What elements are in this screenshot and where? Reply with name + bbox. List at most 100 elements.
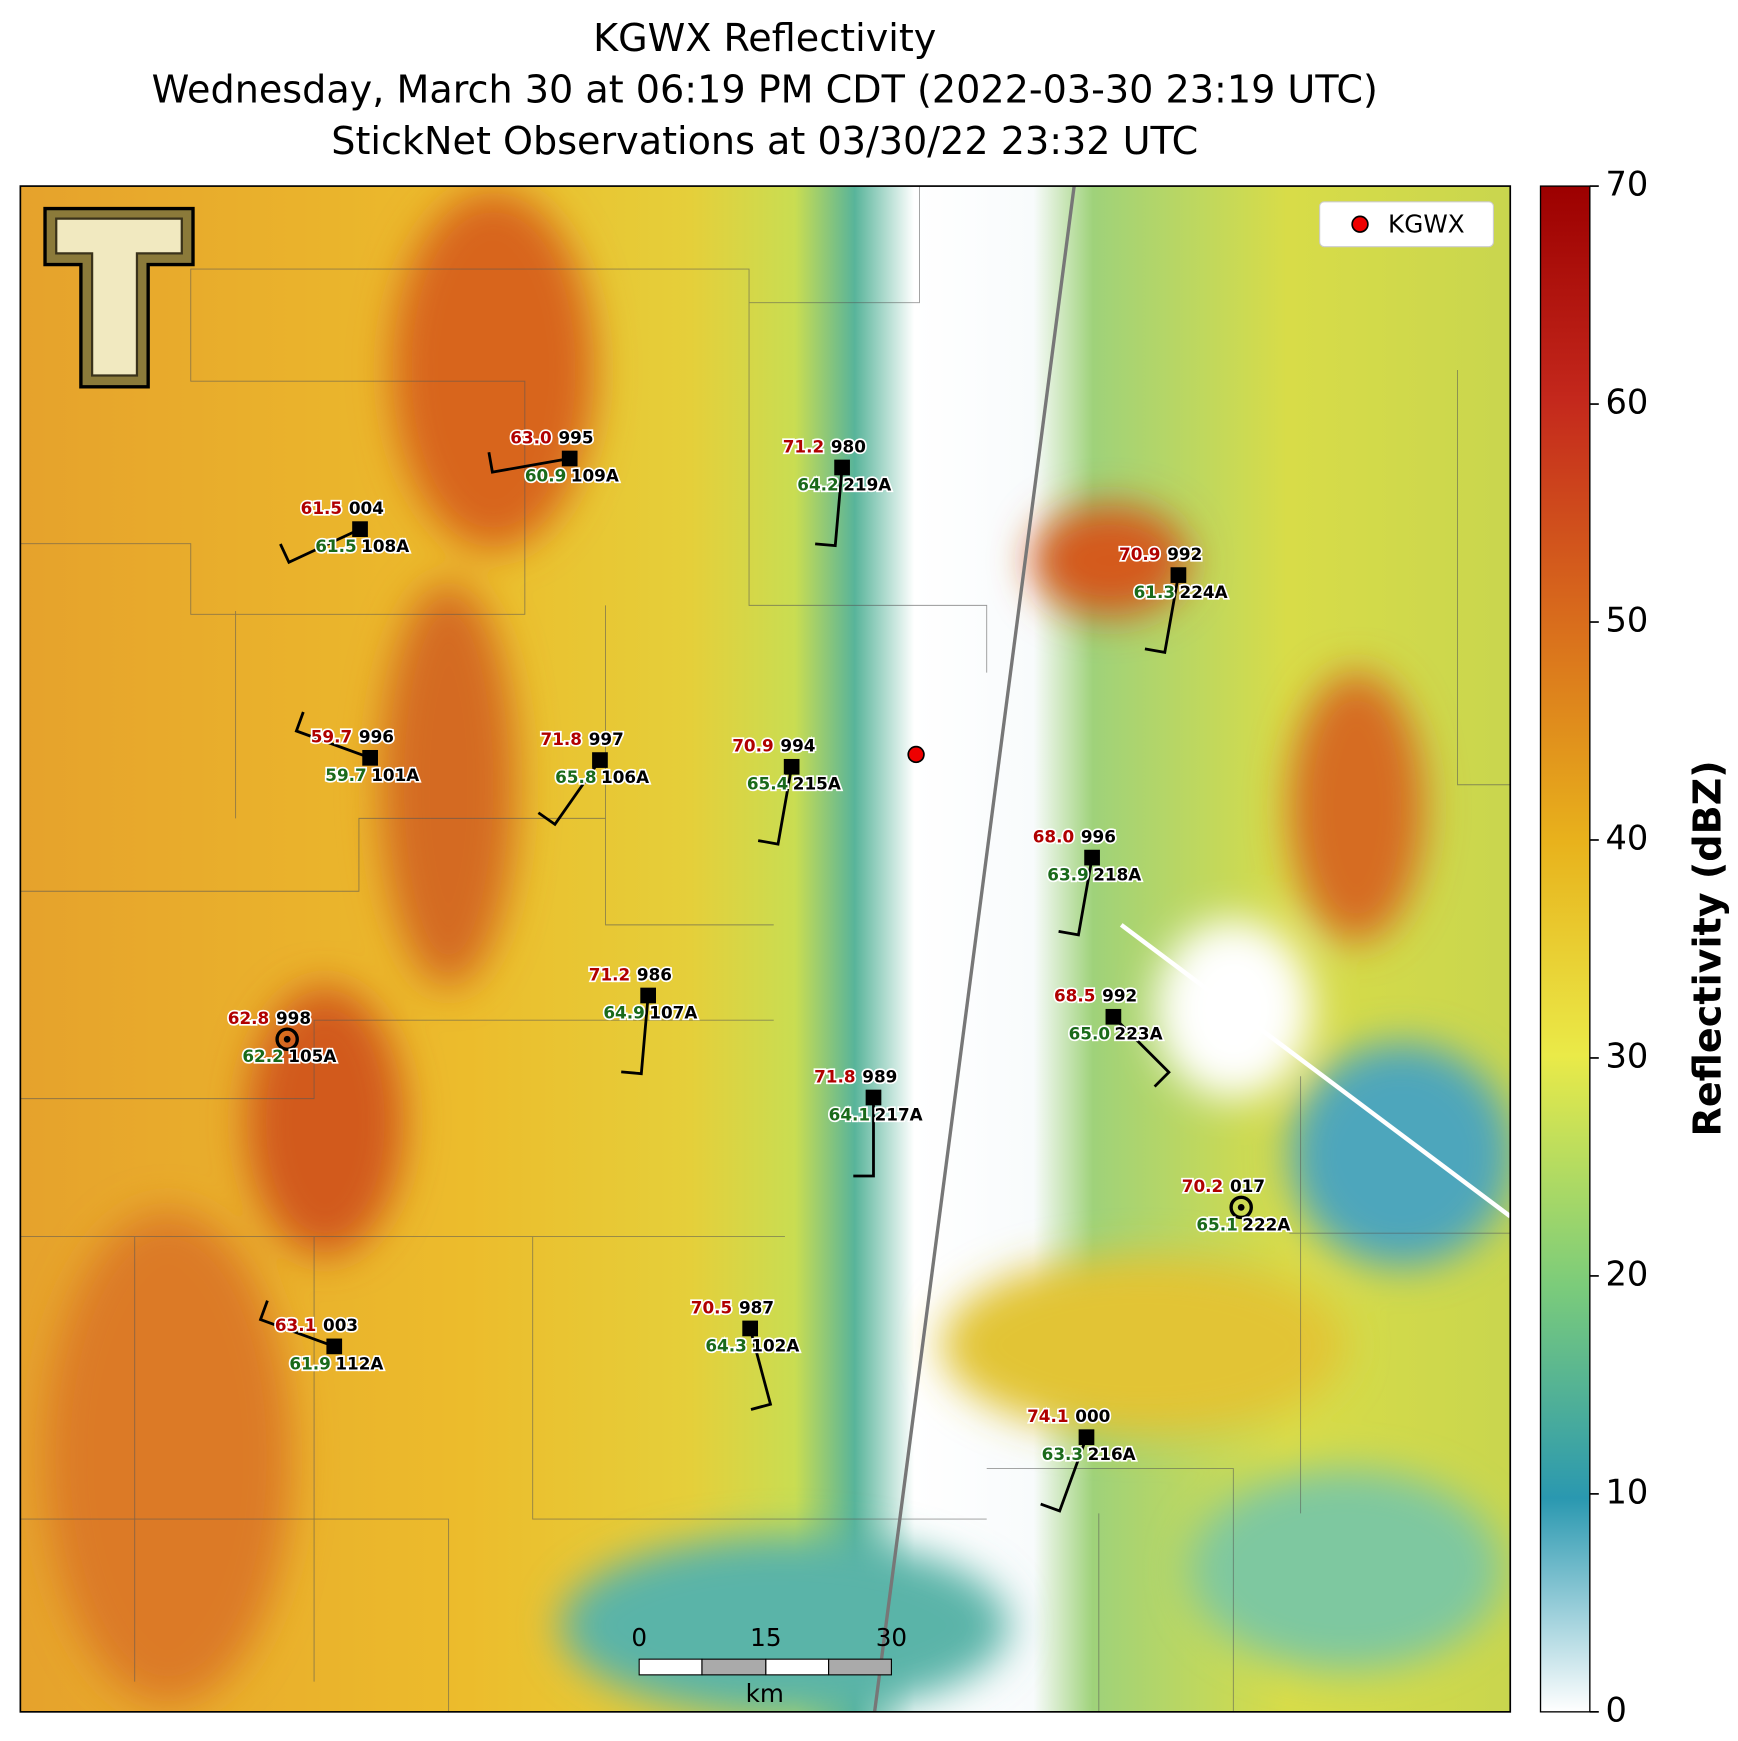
wind-barb xyxy=(748,1328,773,1411)
pressure: 997 xyxy=(589,729,624,749)
scale-tick-label: 0 xyxy=(631,1623,647,1652)
dewpoint: 65.4 xyxy=(747,774,788,794)
title-line: Wednesday, March 30 at 06:19 PM CDT (202… xyxy=(152,67,1378,111)
wind-barb xyxy=(1040,1436,1088,1513)
legend-box: KGWX xyxy=(1319,201,1494,248)
colorbar-tick-label: 20 xyxy=(1606,1254,1649,1293)
station: 71.2 986 64.9 107A xyxy=(587,963,699,1076)
wind-barb xyxy=(853,1097,875,1178)
colorbar-tick-label: 40 xyxy=(1606,818,1649,857)
station-id: 109A xyxy=(571,465,619,485)
station-marker xyxy=(640,987,656,1004)
station-id: 223A xyxy=(1115,1024,1163,1044)
temperature: 74.1 xyxy=(1027,1406,1068,1426)
station-id: 215A xyxy=(793,774,841,794)
station-id: 105A xyxy=(288,1046,336,1066)
station-id: 107A xyxy=(649,1002,697,1022)
wind-barb xyxy=(279,527,361,565)
dewpoint: 64.2 xyxy=(797,474,838,494)
dewpoint: 60.9 xyxy=(525,465,566,485)
temperature: 70.9 xyxy=(1119,544,1160,564)
station-marker xyxy=(326,1338,343,1355)
dewpoint: 62.2 xyxy=(242,1046,283,1066)
colorbar-tick-label: 10 xyxy=(1606,1472,1649,1511)
station-marker xyxy=(783,758,800,775)
dewpoint: 59.7 xyxy=(325,765,366,785)
temperature: 70.5 xyxy=(691,1297,732,1317)
wind-barb xyxy=(621,995,650,1076)
scale-unit: km xyxy=(746,1679,784,1708)
colorbar-tick-label: 0 xyxy=(1606,1690,1627,1729)
dewpoint: 61.3 xyxy=(1134,582,1175,602)
pressure: 992 xyxy=(1167,544,1202,564)
station: 70.9 994 65.4 215A xyxy=(731,734,843,846)
dewpoint: 65.8 xyxy=(555,767,596,787)
colorbar-label: Reflectivity (dBZ) xyxy=(1685,760,1729,1136)
wind-barb xyxy=(1144,574,1180,655)
wind-barb xyxy=(1112,1015,1171,1088)
radar-site xyxy=(907,745,925,764)
station-marker xyxy=(1084,849,1100,866)
station-marker xyxy=(561,450,578,467)
temperature: 70.2 xyxy=(1182,1176,1223,1196)
wind-barb xyxy=(487,452,570,474)
pressure: 017 xyxy=(1230,1176,1265,1196)
temperature: 63.1 xyxy=(275,1315,316,1335)
station-marker xyxy=(352,521,368,537)
dewpoint: 61.5 xyxy=(315,536,356,556)
station-id: 101A xyxy=(371,765,419,785)
station: 74.1 000 63.3 216A xyxy=(1025,1404,1137,1513)
station-id: 216A xyxy=(1088,1444,1136,1464)
station: 71.2 980 64.2 219A xyxy=(781,435,893,548)
colorbar xyxy=(1539,185,1591,1713)
pressure: 998 xyxy=(276,1008,311,1028)
temperature: 63.0 xyxy=(510,427,551,447)
station-marker xyxy=(834,459,850,476)
temperature: 61.5 xyxy=(301,498,342,518)
scale-tick-label: 15 xyxy=(750,1623,781,1652)
pressure: 986 xyxy=(637,964,672,984)
scale-tick-label: 30 xyxy=(876,1623,907,1652)
station-id: 106A xyxy=(601,767,649,787)
dewpoint: 61.9 xyxy=(289,1353,330,1373)
scale-bar xyxy=(638,1658,892,1676)
dewpoint: 63.9 xyxy=(1047,865,1088,885)
pressure: 980 xyxy=(831,436,866,456)
station: 70.2 017 65.1 222A xyxy=(1180,1175,1292,1236)
station-marker xyxy=(742,1320,759,1337)
station: 63.0 995 60.9 109A xyxy=(487,426,621,487)
pressure: 004 xyxy=(349,498,384,518)
station-id: 218A xyxy=(1093,865,1141,885)
station-marker xyxy=(1170,567,1187,583)
pressure: 000 xyxy=(1075,1406,1110,1426)
station-id: 224A xyxy=(1180,582,1228,602)
colorbar-tick-label: 60 xyxy=(1606,383,1649,422)
station-marker xyxy=(592,752,608,768)
wind-barb xyxy=(258,1300,335,1348)
station: 63.1 003 61.9 112A xyxy=(258,1300,385,1375)
colorbar-tick-label: 50 xyxy=(1606,601,1649,640)
temperature: 71.2 xyxy=(589,964,630,984)
station: 71.8 997 65.8 106A xyxy=(537,727,651,827)
temperature: 62.8 xyxy=(228,1008,269,1028)
station-id: 112A xyxy=(335,1353,383,1373)
station-marker xyxy=(1078,1429,1095,1446)
station-marker xyxy=(865,1089,882,1106)
dewpoint: 64.3 xyxy=(705,1335,746,1355)
pressure: 996 xyxy=(1081,826,1116,846)
pressure: 992 xyxy=(1102,986,1137,1006)
temperature: 68.0 xyxy=(1033,826,1074,846)
station: 62.8 998 62.2 105A xyxy=(226,1006,338,1067)
title-line: StickNet Observations at 03/30/22 23:32 … xyxy=(331,119,1198,163)
temperature: 70.9 xyxy=(732,736,773,756)
temperature: 71.8 xyxy=(814,1066,855,1086)
wind-barb xyxy=(294,711,371,760)
station-id: 222A xyxy=(1242,1214,1290,1234)
station-id: 217A xyxy=(875,1104,923,1124)
map-frame xyxy=(19,185,1512,1713)
station: 68.0 996 63.9 218A xyxy=(1031,825,1143,937)
pressure: 996 xyxy=(359,727,394,747)
station-id: 102A xyxy=(751,1335,799,1355)
